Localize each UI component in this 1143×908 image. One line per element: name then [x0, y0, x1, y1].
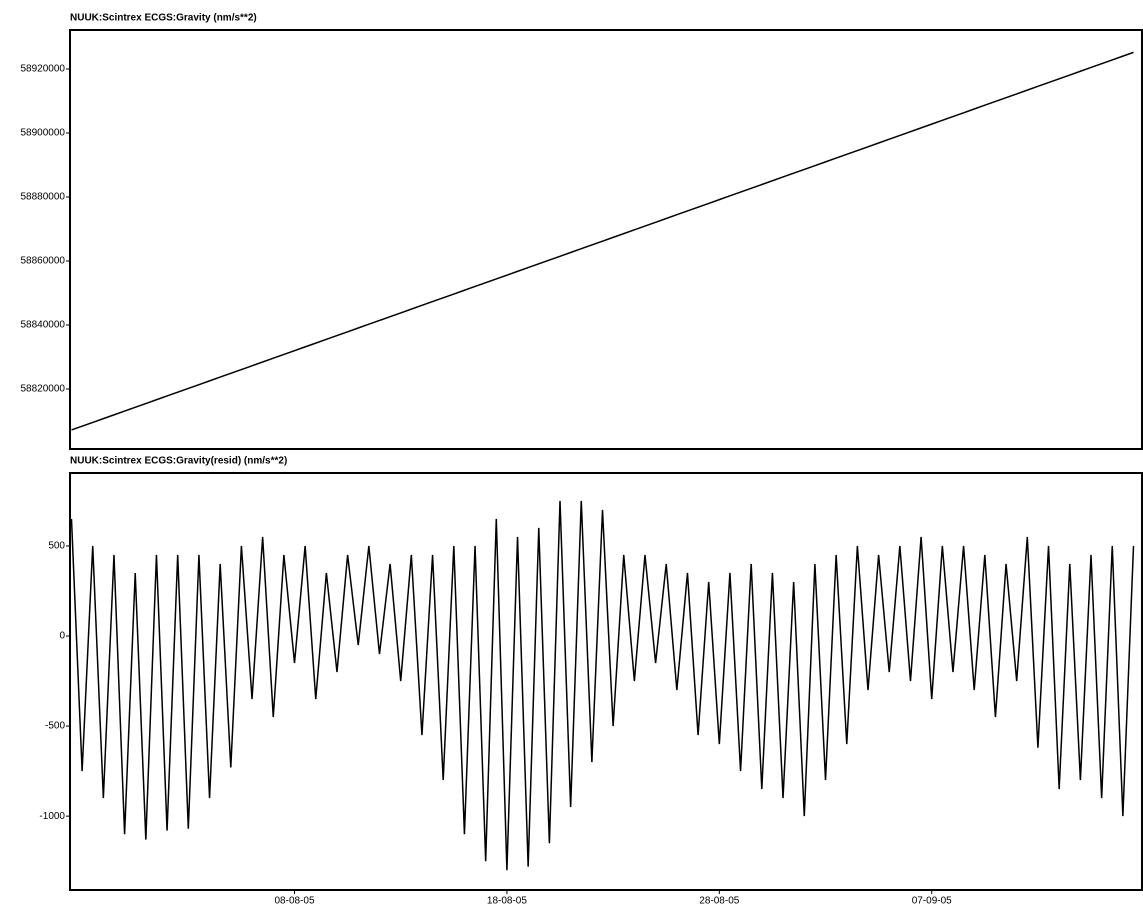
plot-frame: [69, 29, 1143, 450]
y-tick-label: -1000: [39, 811, 65, 822]
y-tick-label: 500: [48, 541, 65, 552]
plot-frame: [69, 472, 1143, 891]
y-tick-label: 0: [59, 631, 65, 642]
x-tick-label: 28-08-05: [699, 896, 739, 907]
y-tick-label: 58920000: [21, 64, 66, 75]
x-tick-label: 18-08-05: [487, 896, 527, 907]
y-tick-label: -500: [45, 721, 65, 732]
x-tick-label: 08-08-05: [274, 896, 314, 907]
y-tick-label: 58840000: [21, 320, 66, 331]
y-tick-label: 58860000: [21, 256, 66, 267]
y-tick-label: 58880000: [21, 192, 66, 203]
chart-title: NUUK:Scintrex ECGS:Gravity(resid) (nm/s*…: [70, 456, 287, 467]
y-tick-label: 58820000: [21, 384, 66, 395]
data-line: [70, 500, 1135, 871]
data-line: [71, 51, 1134, 431]
y-tick-label: 58900000: [21, 128, 66, 139]
x-tick-label: 07-09-05: [912, 896, 952, 907]
chart-title: NUUK:Scintrex ECGS:Gravity (nm/s**2): [70, 13, 257, 24]
